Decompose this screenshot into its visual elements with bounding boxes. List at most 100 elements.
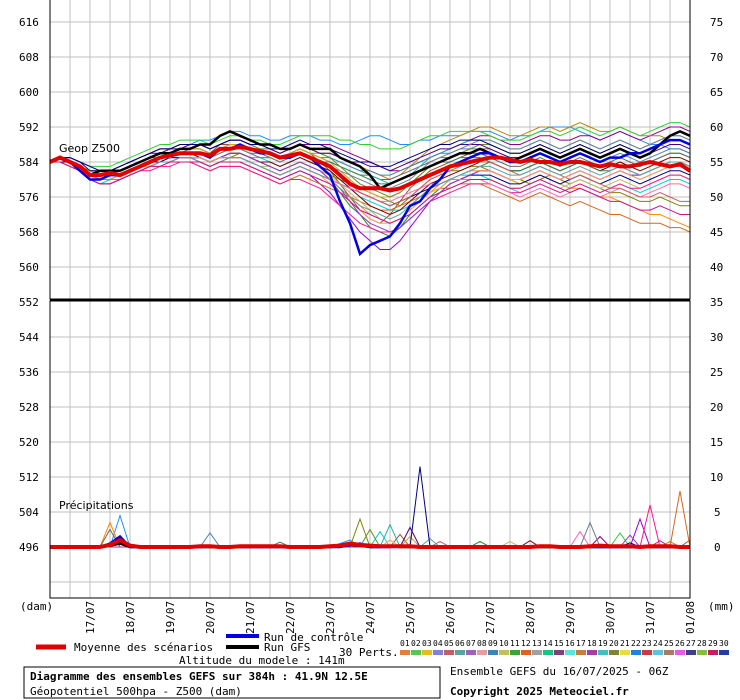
x-tick-label: 25/07: [404, 601, 417, 634]
z500-mean-line: [49, 144, 692, 193]
member-swatch: [675, 650, 685, 655]
member-swatch: [477, 650, 487, 655]
x-tick-label: 01/08: [684, 601, 697, 634]
right-tick-label: 10: [710, 471, 723, 484]
member-number: 30: [719, 639, 729, 648]
member-number: 06: [455, 639, 465, 648]
z500-member-line: [49, 122, 691, 167]
right-tick-label: 75: [710, 16, 723, 29]
right-tick-label: 5: [714, 506, 721, 519]
right-tick-label: 35: [710, 296, 723, 309]
x-tick-label: 22/07: [284, 601, 297, 634]
left-tick-label: 592: [19, 121, 39, 134]
member-number: 27: [686, 639, 696, 648]
left-tick-label: 504: [19, 506, 39, 519]
left-tick-label: 520: [19, 436, 39, 449]
member-swatch: [400, 650, 410, 655]
legend: Run de contrôle Run GFS Moyenne des scén…: [36, 631, 729, 659]
member-number: 17: [576, 639, 586, 648]
left-tick-label: 552: [19, 296, 39, 309]
x-tick-label: 18/07: [124, 601, 137, 634]
right-tick-label: 60: [710, 121, 723, 134]
member-swatch: [433, 650, 443, 655]
precip-panel-label: Précipitations: [59, 499, 134, 512]
left-unit-label: (dam): [20, 600, 53, 613]
member-number: 29: [708, 639, 718, 648]
footer-subtitle: Géopotentiel 500hpa - Z500 (dam): [30, 685, 242, 698]
member-number: 13: [532, 639, 542, 648]
footer-copyright: Copyright 2025 Meteociel.fr: [450, 685, 629, 698]
x-tick-label: 28/07: [524, 601, 537, 634]
member-swatch: [598, 650, 608, 655]
member-swatch: [708, 650, 718, 655]
member-swatch: [697, 650, 707, 655]
member-number: 25: [664, 639, 674, 648]
legend-gfs-label: Run GFS: [264, 641, 310, 654]
right-tick-label: 20: [710, 401, 723, 414]
x-tick-label: 26/07: [444, 601, 457, 634]
right-tick-label: 30: [710, 331, 723, 344]
legend-mean-label: Moyenne des scénarios: [74, 641, 213, 654]
z500-member-line: [50, 161, 690, 224]
member-swatch: [521, 650, 531, 655]
left-tick-label: 536: [19, 366, 39, 379]
z500-member-line: [49, 157, 691, 220]
right-tick-label: 65: [710, 86, 723, 99]
member-number: 24: [653, 639, 663, 648]
left-tick-label: 576: [19, 191, 39, 204]
left-tick-label: 608: [19, 51, 39, 64]
x-tick-label: 23/07: [324, 601, 337, 634]
member-number: 10: [499, 639, 509, 648]
member-number: 09: [488, 639, 498, 648]
left-tick-label: 544: [19, 331, 39, 344]
footer-title: Diagramme des ensembles GEFS sur 384h : …: [30, 670, 368, 683]
member-number: 19: [598, 639, 608, 648]
member-swatch: [510, 650, 520, 655]
left-tick-label: 560: [19, 261, 39, 274]
member-swatch: [444, 650, 454, 655]
member-swatch: [576, 650, 586, 655]
z500-member-line: [49, 139, 691, 172]
z500-panel-label: Geop Z500: [59, 142, 120, 155]
x-tick-label: 17/07: [84, 601, 97, 634]
member-swatch: [532, 650, 542, 655]
member-number: 08: [477, 639, 487, 648]
left-tick-label: 584: [19, 156, 39, 169]
member-number: 22: [631, 639, 641, 648]
footer-title-box: [23, 666, 441, 699]
altitude-label: Altitude du modele : 141m: [179, 654, 345, 667]
z500-member-line: [50, 161, 691, 233]
right-tick-label: 50: [710, 191, 723, 204]
x-tick-label: 20/07: [204, 601, 217, 634]
right-unit-label: (mm): [708, 600, 735, 613]
member-number: 14: [543, 639, 553, 648]
member-number: 03: [422, 639, 432, 648]
member-swatch: [466, 650, 476, 655]
left-tick-label: 600: [19, 86, 39, 99]
right-tick-label: 70: [710, 51, 723, 64]
member-swatch: [664, 650, 674, 655]
member-number: 23: [642, 639, 652, 648]
member-number: 12: [521, 639, 531, 648]
member-swatch: [653, 650, 663, 655]
member-swatch: [719, 650, 729, 655]
member-number: 05: [444, 639, 454, 648]
member-swatch: [631, 650, 641, 655]
member-swatch: [411, 650, 421, 655]
member-swatch: [620, 650, 630, 655]
member-swatch: [565, 650, 575, 655]
x-tick-label: 19/07: [164, 601, 177, 634]
x-tick-label: 30/07: [604, 601, 617, 634]
member-number: 26: [675, 639, 685, 648]
chart-axes: 6166086005925845765685605525445365285205…: [19, 0, 723, 634]
x-tick-label: 31/07: [644, 601, 657, 634]
member-swatch: [455, 650, 465, 655]
member-number: 28: [697, 639, 707, 648]
x-tick-label: 24/07: [364, 601, 377, 634]
member-swatch: [499, 650, 509, 655]
member-swatch: [422, 650, 432, 655]
member-number: 07: [466, 639, 476, 648]
member-number: 20: [609, 639, 619, 648]
x-tick-label: 29/07: [564, 601, 577, 634]
member-number: 04: [433, 639, 443, 648]
